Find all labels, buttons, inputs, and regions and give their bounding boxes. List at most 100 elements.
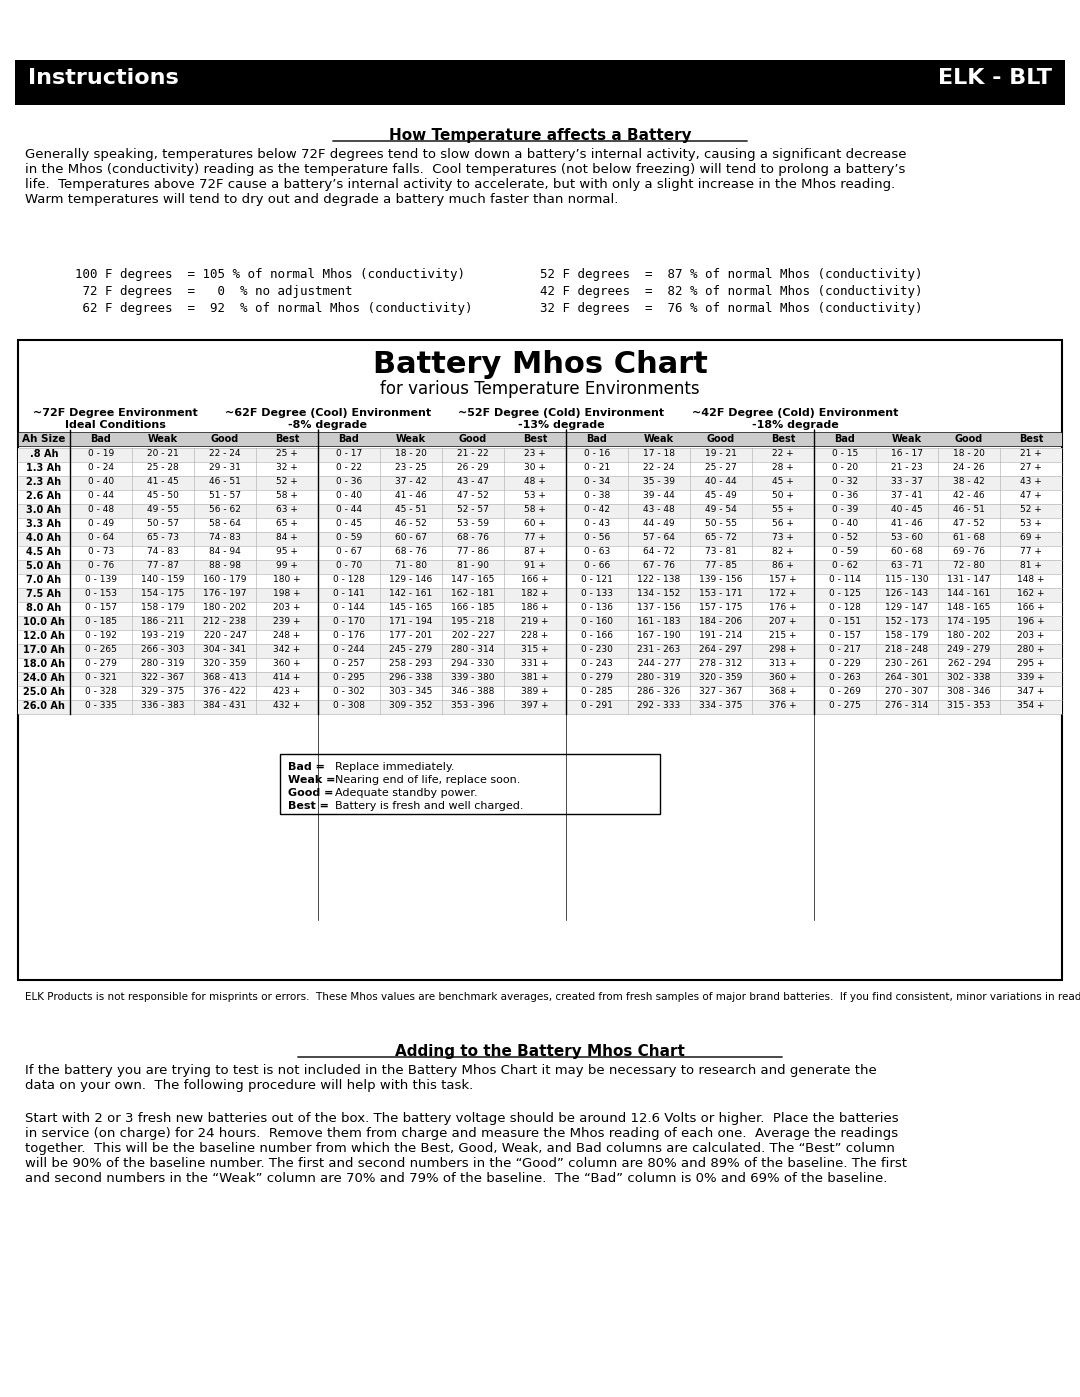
Text: 22 - 24: 22 - 24 bbox=[210, 448, 241, 458]
Text: 0 - 59: 0 - 59 bbox=[832, 548, 859, 556]
Text: 74 - 83: 74 - 83 bbox=[210, 534, 241, 542]
Text: 60 - 67: 60 - 67 bbox=[395, 534, 427, 542]
Text: 176 +: 176 + bbox=[769, 604, 797, 612]
Text: 131 - 147: 131 - 147 bbox=[947, 576, 990, 584]
Bar bbox=[18, 504, 1062, 518]
Text: 60 - 68: 60 - 68 bbox=[891, 548, 923, 556]
Text: 334 - 375: 334 - 375 bbox=[700, 701, 743, 710]
Text: 21 - 22: 21 - 22 bbox=[457, 448, 489, 458]
Text: 26 - 29: 26 - 29 bbox=[457, 462, 489, 472]
Text: 47 - 52: 47 - 52 bbox=[457, 490, 489, 500]
Text: 0 - 229: 0 - 229 bbox=[829, 659, 861, 668]
Text: 33 - 37: 33 - 37 bbox=[891, 476, 923, 486]
Text: Bad =: Bad = bbox=[288, 761, 325, 773]
Text: 248 +: 248 + bbox=[273, 631, 300, 640]
Text: 368 +: 368 + bbox=[769, 687, 797, 696]
Text: 195 - 218: 195 - 218 bbox=[451, 617, 495, 626]
Text: 4.5 Ah: 4.5 Ah bbox=[26, 548, 62, 557]
Text: 0 - 42: 0 - 42 bbox=[584, 504, 610, 514]
Text: 203 +: 203 + bbox=[273, 604, 300, 612]
Text: 55 +: 55 + bbox=[772, 504, 794, 514]
Text: 99 +: 99 + bbox=[276, 562, 298, 570]
Text: Nearing end of life, replace soon.: Nearing end of life, replace soon. bbox=[335, 775, 521, 785]
Text: 65 - 73: 65 - 73 bbox=[147, 534, 179, 542]
Text: 2.6 Ah: 2.6 Ah bbox=[26, 490, 62, 502]
Text: 331 +: 331 + bbox=[522, 659, 549, 668]
Text: 280 - 319: 280 - 319 bbox=[637, 673, 680, 682]
Text: 228 +: 228 + bbox=[522, 631, 549, 640]
Text: 52 +: 52 + bbox=[276, 476, 298, 486]
Text: 0 - 275: 0 - 275 bbox=[829, 701, 861, 710]
Text: 0 - 17: 0 - 17 bbox=[336, 448, 362, 458]
Text: 322 - 367: 322 - 367 bbox=[141, 673, 185, 682]
Text: 167 - 190: 167 - 190 bbox=[637, 631, 680, 640]
Text: 46 - 51: 46 - 51 bbox=[210, 476, 241, 486]
Text: 115 - 130: 115 - 130 bbox=[886, 576, 929, 584]
Text: 88 - 98: 88 - 98 bbox=[210, 562, 241, 570]
Text: 302 - 338: 302 - 338 bbox=[947, 673, 990, 682]
Text: 39 - 44: 39 - 44 bbox=[643, 490, 675, 500]
Text: If the battery you are trying to test is not included in the Battery Mhos Chart : If the battery you are trying to test is… bbox=[25, 1065, 877, 1092]
Text: 162 +: 162 + bbox=[1017, 590, 1044, 598]
Text: Adding to the Battery Mhos Chart: Adding to the Battery Mhos Chart bbox=[395, 1044, 685, 1059]
Text: ELK Products is not responsible for misprints or errors.  These Mhos values are : ELK Products is not responsible for misp… bbox=[25, 992, 1080, 1002]
Text: 63 - 71: 63 - 71 bbox=[891, 562, 923, 570]
Text: 41 - 46: 41 - 46 bbox=[891, 520, 923, 528]
Text: 0 - 48: 0 - 48 bbox=[87, 504, 114, 514]
Text: 0 - 308: 0 - 308 bbox=[333, 701, 365, 710]
Text: 270 - 307: 270 - 307 bbox=[886, 687, 929, 696]
Text: 148 - 165: 148 - 165 bbox=[947, 604, 990, 612]
Text: 276 - 314: 276 - 314 bbox=[886, 701, 929, 710]
Text: 18 - 20: 18 - 20 bbox=[395, 448, 427, 458]
Text: 0 - 244: 0 - 244 bbox=[334, 645, 365, 654]
Text: 21 - 23: 21 - 23 bbox=[891, 462, 923, 472]
Text: 0 - 56: 0 - 56 bbox=[584, 534, 610, 542]
Text: 327 - 367: 327 - 367 bbox=[700, 687, 743, 696]
Text: 0 - 36: 0 - 36 bbox=[832, 490, 859, 500]
Text: 77 - 85: 77 - 85 bbox=[705, 562, 737, 570]
Text: 158 - 179: 158 - 179 bbox=[141, 604, 185, 612]
Text: 258 - 293: 258 - 293 bbox=[390, 659, 433, 668]
Text: .8 Ah: .8 Ah bbox=[30, 448, 58, 460]
Text: 145 - 165: 145 - 165 bbox=[389, 604, 433, 612]
Text: 397 +: 397 + bbox=[522, 701, 549, 710]
Text: 0 - 34: 0 - 34 bbox=[584, 476, 610, 486]
Text: 186 - 211: 186 - 211 bbox=[141, 617, 185, 626]
Text: 61 - 68: 61 - 68 bbox=[953, 534, 985, 542]
Text: 266 - 303: 266 - 303 bbox=[141, 645, 185, 654]
Text: 2.3 Ah: 2.3 Ah bbox=[26, 476, 62, 488]
Text: 0 - 243: 0 - 243 bbox=[581, 659, 612, 668]
Text: 53 +: 53 + bbox=[524, 490, 545, 500]
Text: 64 - 72: 64 - 72 bbox=[643, 548, 675, 556]
Text: 154 - 175: 154 - 175 bbox=[141, 590, 185, 598]
Text: Replace immediately.: Replace immediately. bbox=[335, 761, 455, 773]
Text: Adequate standby power.: Adequate standby power. bbox=[335, 788, 477, 798]
Text: 129 - 146: 129 - 146 bbox=[390, 576, 433, 584]
Text: 0 - 144: 0 - 144 bbox=[333, 604, 365, 612]
Text: 40 - 44: 40 - 44 bbox=[705, 476, 737, 486]
Text: ~42F Degree (Cold) Environment: ~42F Degree (Cold) Environment bbox=[692, 408, 899, 418]
Text: 153 - 171: 153 - 171 bbox=[699, 590, 743, 598]
Text: 423 +: 423 + bbox=[273, 687, 300, 696]
Text: 166 +: 166 + bbox=[1017, 604, 1044, 612]
Text: 56 +: 56 + bbox=[772, 520, 794, 528]
Text: 129 - 147: 129 - 147 bbox=[886, 604, 929, 612]
Text: 35 - 39: 35 - 39 bbox=[643, 476, 675, 486]
Text: 45 +: 45 + bbox=[772, 476, 794, 486]
Text: 162 - 181: 162 - 181 bbox=[451, 590, 495, 598]
Text: 180 - 202: 180 - 202 bbox=[947, 631, 990, 640]
Text: Bad: Bad bbox=[338, 434, 360, 444]
Text: 0 - 153: 0 - 153 bbox=[85, 590, 117, 598]
Text: 18.0 Ah: 18.0 Ah bbox=[23, 659, 65, 669]
Text: 166 +: 166 + bbox=[522, 576, 549, 584]
Text: Good: Good bbox=[459, 434, 487, 444]
Text: Bad: Bad bbox=[835, 434, 855, 444]
Text: Ideal Conditions: Ideal Conditions bbox=[65, 420, 165, 430]
Text: 82 +: 82 + bbox=[772, 548, 794, 556]
Text: 432 +: 432 + bbox=[273, 701, 300, 710]
Text: 212 - 238: 212 - 238 bbox=[203, 617, 246, 626]
Text: 62 F degrees  =  92  % of normal Mhos (conductivity): 62 F degrees = 92 % of normal Mhos (cond… bbox=[75, 302, 473, 314]
Text: 0 - 45: 0 - 45 bbox=[336, 520, 362, 528]
Text: 298 +: 298 + bbox=[769, 645, 797, 654]
Text: 65 +: 65 + bbox=[276, 520, 298, 528]
